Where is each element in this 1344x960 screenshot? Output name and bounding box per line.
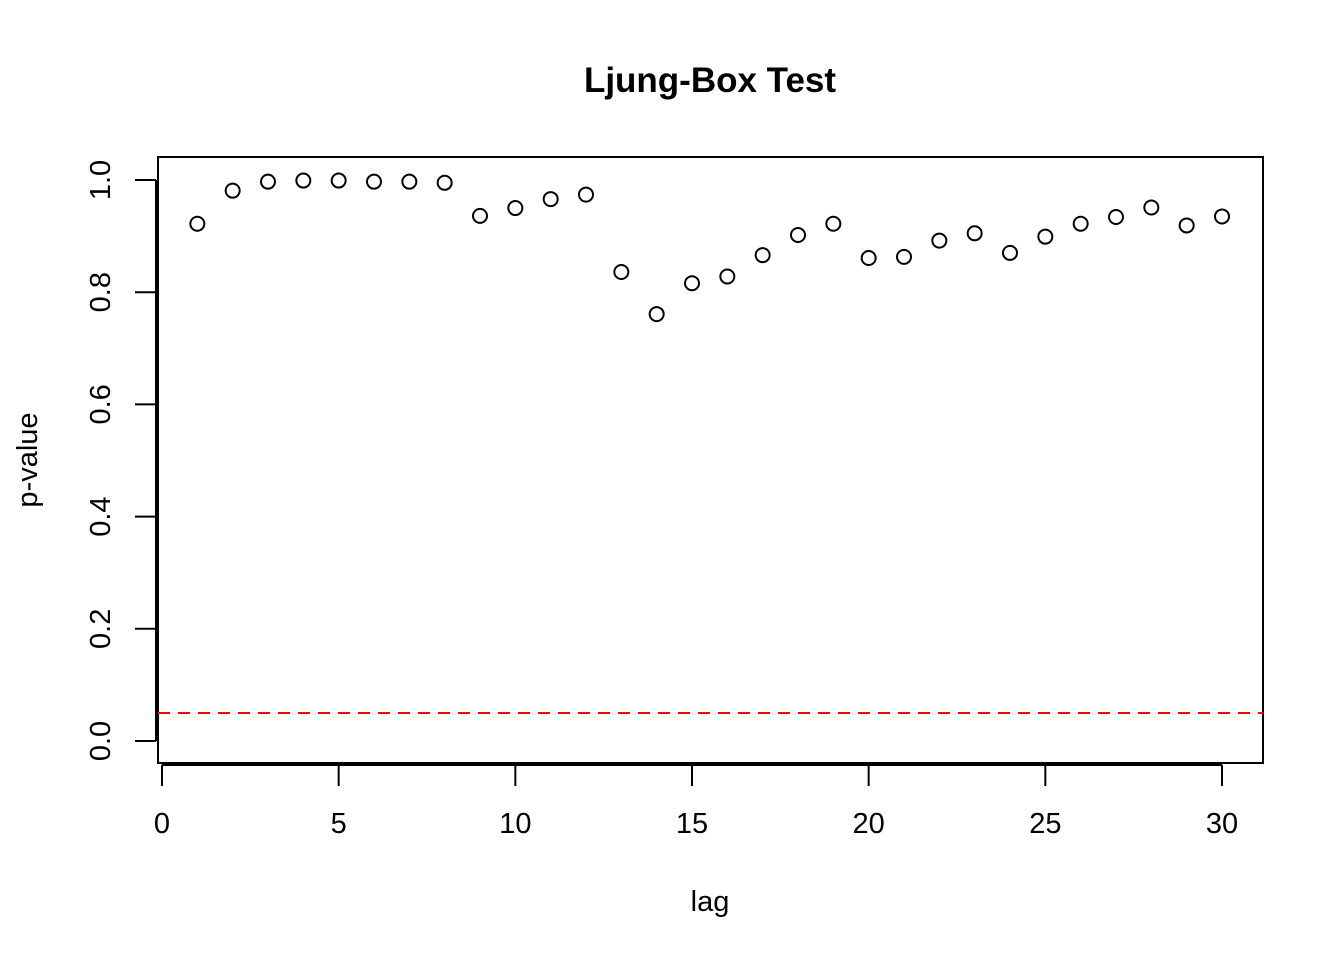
x-axis-label: lag: [691, 886, 730, 918]
data-point: [366, 173, 382, 190]
x-tick-label: 15: [676, 808, 708, 840]
data-point: [1108, 209, 1124, 226]
x-tick-label: 10: [499, 808, 531, 840]
y-tick-label: 0.0: [85, 721, 117, 761]
data-point: [1178, 217, 1195, 234]
y-axis-label: p-value: [12, 412, 44, 507]
data-point: [825, 215, 842, 232]
data-point: [1002, 244, 1018, 261]
y-tick-label: 1.0: [85, 160, 117, 200]
data-point: [224, 182, 241, 199]
data-point: [1072, 215, 1089, 232]
x-tick-label: 0: [154, 808, 170, 840]
data-point: [684, 275, 700, 292]
data-point: [1214, 208, 1230, 225]
data-point: [507, 200, 524, 217]
chart-title: Ljung-Box Test: [584, 61, 836, 100]
data-point: [719, 268, 736, 285]
data-point: [896, 248, 912, 265]
x-tick-label: 25: [1029, 808, 1061, 840]
y-tick-label: 0.2: [85, 609, 117, 649]
data-point: [966, 225, 983, 242]
y-tick-label: 0.8: [85, 272, 117, 312]
data-point: [860, 249, 877, 266]
data-point: [189, 215, 206, 232]
data-point: [260, 173, 276, 190]
y-tick-label: 0.6: [85, 384, 117, 424]
data-point: [295, 172, 312, 189]
data-point: [613, 264, 630, 281]
data-point: [542, 191, 559, 208]
data-point: [790, 226, 806, 243]
data-point: [1143, 199, 1160, 216]
data-point: [648, 306, 665, 323]
data-point: [472, 207, 488, 224]
data-point: [931, 232, 948, 249]
x-tick-label: 30: [1206, 808, 1238, 840]
data-point: [578, 186, 594, 203]
data-point: [754, 247, 771, 264]
data-point: [401, 173, 418, 190]
y-tick-label: 0.4: [85, 496, 117, 536]
data-point: [330, 172, 347, 189]
data-point: [436, 174, 453, 191]
plot-area-frame: [157, 156, 1264, 764]
x-tick-label: 20: [853, 808, 885, 840]
data-point: [1037, 228, 1054, 245]
x-tick-label: 5: [331, 808, 347, 840]
